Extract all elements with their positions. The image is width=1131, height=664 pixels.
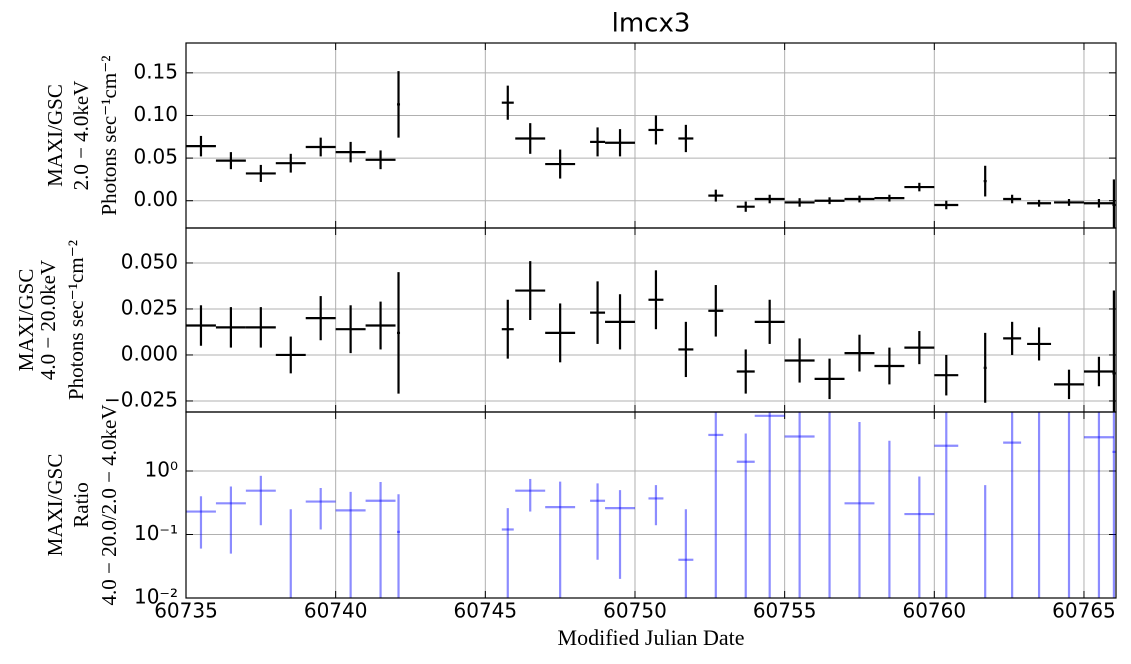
y-tick-label: 0.05 <box>133 145 178 169</box>
plot-area <box>186 412 1116 598</box>
x-tick-label: 60760 <box>902 599 966 623</box>
axes-frame <box>185 411 1117 599</box>
y-tick-label: 0.10 <box>133 102 178 126</box>
x-tick-label: 60745 <box>454 599 518 623</box>
y-axis-label: 4.0 − 20.0keV <box>36 260 60 380</box>
y-axis-label: MAXI/GSC <box>14 269 38 372</box>
y-axis-label: 2.0 − 4.0keV <box>69 81 93 191</box>
axes-frame <box>185 227 1117 413</box>
y-tick-label: 0.025 <box>121 295 178 319</box>
y-axis-label: Photons sec⁻¹cm⁻² <box>97 55 121 215</box>
x-tick-label: 60740 <box>304 599 368 623</box>
y-tick-label: −0.025 <box>104 387 178 411</box>
y-tick-label: 0.050 <box>121 249 178 273</box>
x-tick-label: 60735 <box>154 599 218 623</box>
plot-area <box>186 71 1116 228</box>
x-tick-label: 60765 <box>1052 599 1116 623</box>
x-tick-label: 60755 <box>753 599 817 623</box>
plot-area <box>186 261 1116 412</box>
x-tick-label: 60750 <box>603 599 667 623</box>
y-tick-label: 10⁰ <box>145 458 178 482</box>
y-axis-label: Ratio <box>69 482 93 528</box>
y-tick-label: 10⁻² <box>134 585 178 609</box>
y-tick-label: 0.15 <box>133 59 178 83</box>
y-tick-label: 0.000 <box>121 341 178 365</box>
y-axis-label: Photons sec⁻¹cm⁻² <box>64 240 88 400</box>
y-axis-label: 4.0 − 20.0/2.0 − 4.0keV <box>97 404 121 605</box>
y-axis-label: MAXI/GSC <box>43 84 67 187</box>
y-tick-label: 10⁻¹ <box>134 521 178 545</box>
y-axis-label: MAXI/GSC <box>43 454 67 557</box>
x-axis-label: Modified Julian Date <box>558 625 745 650</box>
y-tick-label: 0.00 <box>133 187 178 211</box>
chart-title: lmcx3 <box>612 9 691 39</box>
